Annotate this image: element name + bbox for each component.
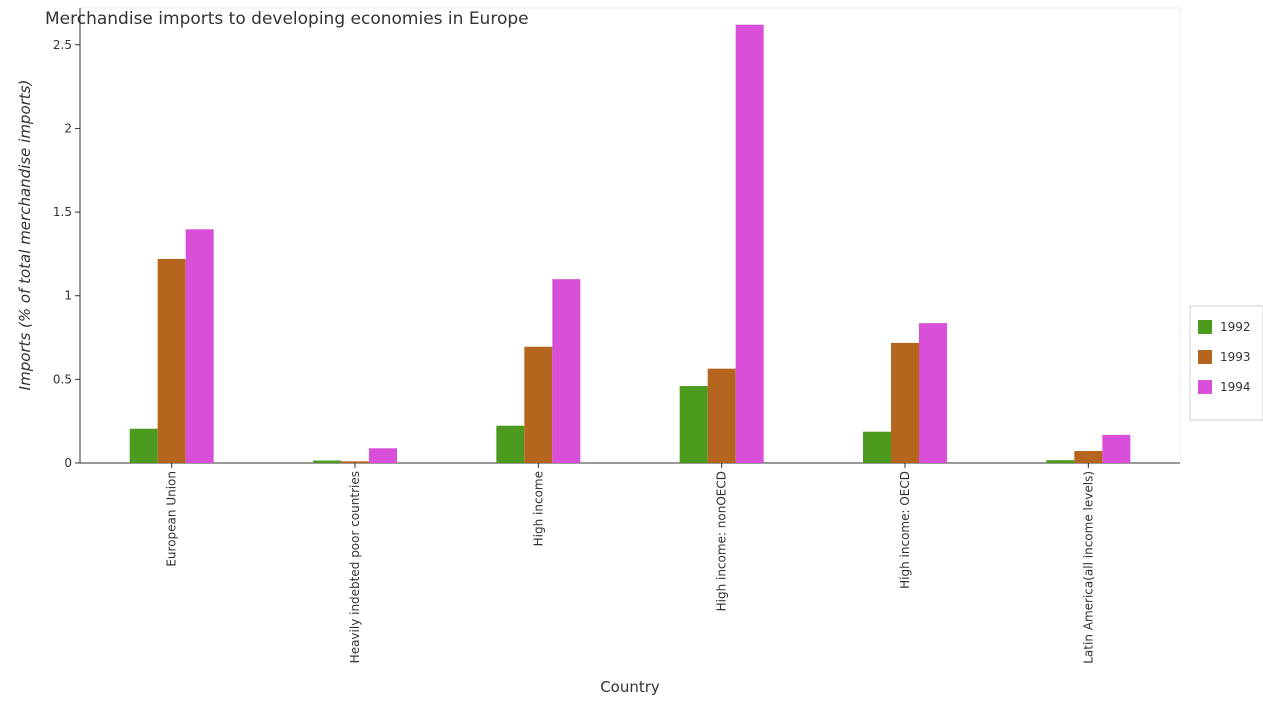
bar [524, 346, 553, 463]
x-tick-label: Heavily indebted poor countries [348, 471, 362, 663]
legend-label: 1993 [1220, 350, 1251, 364]
x-tick-label: European Union [165, 471, 179, 567]
bar [185, 229, 214, 463]
legend-label: 1992 [1220, 320, 1251, 334]
legend-swatch [1198, 350, 1212, 364]
bar [1046, 460, 1075, 463]
y-tick-label: 0.5 [53, 372, 72, 386]
bar [496, 425, 525, 463]
chart-title: Merchandise imports to developing econom… [45, 9, 529, 29]
legend-label: 1994 [1220, 380, 1251, 394]
bar [369, 448, 397, 463]
bar [863, 431, 891, 463]
bar [313, 460, 341, 463]
x-tick-label: High income [531, 471, 545, 546]
y-tick-label: 1.5 [53, 205, 72, 219]
bar [157, 258, 186, 463]
x-tick-label: Latin America(all income levels) [1081, 471, 1095, 664]
y-axis-label: Imports (% of total merchandise imports) [16, 80, 34, 391]
legend-swatch [1198, 380, 1212, 394]
bar [891, 342, 919, 463]
bar [707, 368, 736, 463]
x-tick-label: High income: nonOECD [715, 471, 729, 611]
bar [552, 279, 581, 463]
bar [1074, 450, 1103, 463]
bar [341, 461, 369, 463]
bar [919, 323, 947, 463]
y-tick-label: 2 [64, 121, 72, 135]
bar [129, 428, 158, 463]
bar [679, 386, 708, 463]
plot-area [79, 7, 1181, 464]
x-axis-label: Country [600, 678, 660, 696]
y-tick-label: 0 [64, 456, 72, 470]
y-tick-label: 1 [64, 289, 72, 303]
x-tick-label: High income: OECD [898, 471, 912, 589]
legend-swatch [1198, 320, 1212, 334]
bar [735, 24, 764, 464]
bar [1102, 434, 1131, 463]
y-tick-label: 2.5 [53, 38, 72, 52]
